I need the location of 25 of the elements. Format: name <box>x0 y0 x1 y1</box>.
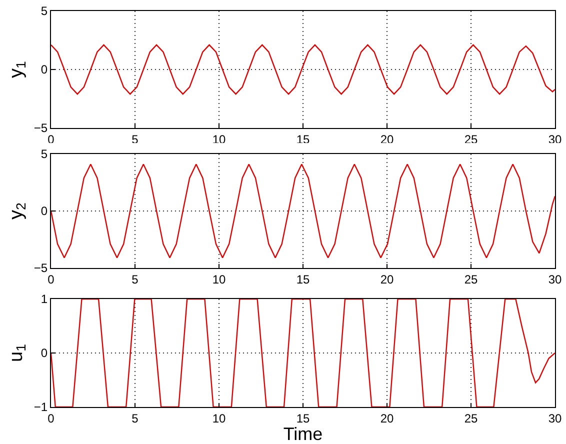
x-tick-label: 5 <box>132 272 139 286</box>
x-tick-label: 30 <box>548 411 562 426</box>
x-tick-label: 10 <box>212 411 226 426</box>
x-tick-label: 15 <box>296 272 310 286</box>
x-axis-title: Time <box>283 424 323 444</box>
x-tick-label: 25 <box>464 272 478 286</box>
y-tick-label: 5 <box>40 147 48 162</box>
x-tick-label: 10 <box>212 272 226 286</box>
y-tick-label: −5 <box>34 261 48 276</box>
x-tick-label: 20 <box>380 272 394 286</box>
y-tick-label: 0 <box>40 204 48 218</box>
x-tick-label: 15 <box>296 411 310 426</box>
line-series <box>51 44 555 95</box>
line-series <box>51 299 555 407</box>
x-tick-label: 5 <box>132 411 139 426</box>
x-tick-label: 25 <box>464 411 478 426</box>
y-tick-label: −1 <box>34 400 48 414</box>
line-series <box>51 164 555 258</box>
y-tick-label: −5 <box>34 121 48 136</box>
y-tick-label: 1 <box>40 292 48 306</box>
x-tick-label: 30 <box>548 272 562 286</box>
y-tick-label: 0 <box>40 346 48 360</box>
x-tick-label: 20 <box>380 411 394 426</box>
y-tick-label: 5 <box>40 4 48 18</box>
y-tick-label: 0 <box>40 62 48 77</box>
